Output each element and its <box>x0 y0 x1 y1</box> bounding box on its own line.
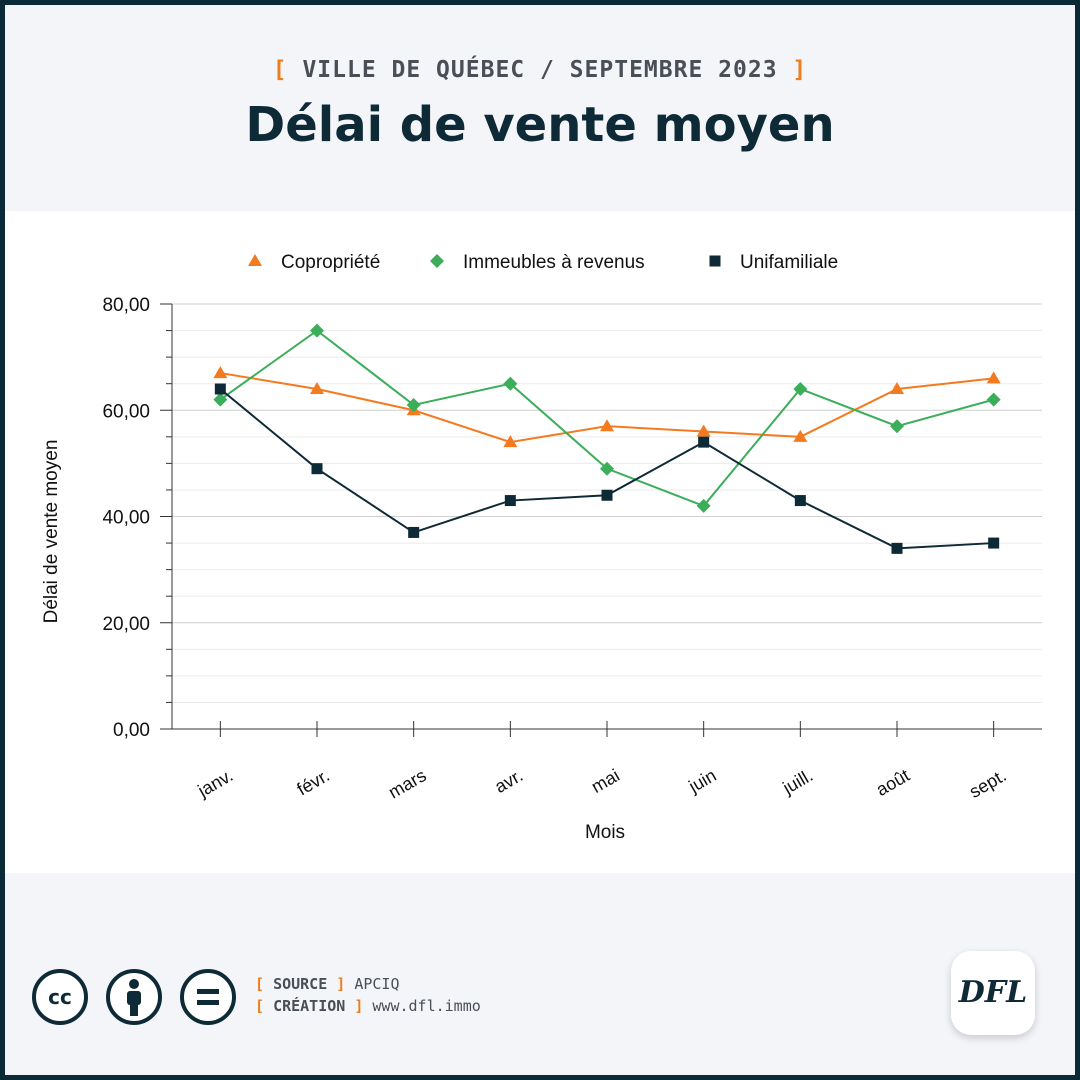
source-value: APCIQ <box>354 975 400 993</box>
creation-link[interactable]: www.dfl.immo <box>372 997 481 1015</box>
by-person-icon <box>106 969 162 1025</box>
footer: cc [ SOURCE ] APCIQ [ <box>5 873 1075 1075</box>
data-point-copropriete <box>890 382 904 394</box>
data-point-immeubles-a-revenus <box>600 461 614 476</box>
infographic-frame: [ VILLE DE QUÉBEC / SEPTEMBRE 2023 ] Dél… <box>5 5 1075 1075</box>
data-point-unifamiliale <box>601 489 613 501</box>
data-point-immeubles-a-revenus <box>503 376 518 391</box>
kicker: [ VILLE DE QUÉBEC / SEPTEMBRE 2023 ] <box>5 57 1075 83</box>
y-axis-title: Délai de vente moyen <box>41 440 62 624</box>
kicker-text: VILLE DE QUÉBEC / SEPTEMBRE 2023 <box>302 57 778 83</box>
data-point-immeubles-a-revenus <box>310 323 324 338</box>
data-point-copropriete <box>503 435 518 448</box>
x-tick-label: sept. <box>966 765 1010 802</box>
data-point-unifamiliale <box>408 526 420 538</box>
data-point-copropriete <box>600 419 614 432</box>
data-point-unifamiliale <box>311 463 323 475</box>
kicker-bracket-close: ] <box>792 57 808 83</box>
x-axis-title: Mois <box>585 822 625 843</box>
data-point-unifamiliale <box>794 495 806 507</box>
data-point-copropriete <box>986 371 1001 384</box>
creation-line: [ CRÉATION ] www.dfl.immo <box>255 995 481 1017</box>
page-title: Délai de vente moyen <box>245 97 835 153</box>
x-tick-label: févr. <box>294 765 333 799</box>
data-point-copropriete <box>696 424 711 437</box>
y-tick-label: 20,00 <box>102 614 150 635</box>
creation-bracket-open: [ <box>255 997 265 1015</box>
data-point-copropriete <box>213 366 228 379</box>
x-tick-label: juill. <box>779 765 817 798</box>
data-point-immeubles-a-revenus <box>696 498 711 513</box>
creation-bracket-close: ] <box>354 997 364 1015</box>
data-point-immeubles-a-revenus <box>213 392 228 407</box>
x-tick-label: août <box>873 765 913 800</box>
x-tick-label: janv. <box>194 765 237 801</box>
source-bracket-open: [ <box>255 975 265 993</box>
chart-panel: 0,00 20,00 40,00 60,00 80,00 janv. févr. mars av… <box>5 211 1075 873</box>
data-point-immeubles-a-revenus <box>890 419 904 434</box>
data-point-unifamiliale <box>988 537 1000 549</box>
data-point-unifamiliale <box>214 383 226 395</box>
legend-marker <box>248 254 262 266</box>
source-line: [ SOURCE ] APCIQ <box>255 973 481 995</box>
nd-equals-icon <box>180 969 236 1025</box>
data-point-unifamiliale <box>891 542 903 554</box>
source-bracket-close: ] <box>336 975 346 993</box>
data-point-immeubles-a-revenus <box>986 392 1001 407</box>
cc-icon: cc <box>32 969 88 1025</box>
y-tick-label: 40,00 <box>102 508 150 529</box>
svg-text:cc: cc <box>48 985 72 1009</box>
data-point-unifamiliale <box>504 495 516 507</box>
kicker-bracket-open: [ <box>272 57 288 83</box>
creation-label: CRÉATION <box>273 997 346 1015</box>
y-tick-label: 0,00 <box>113 720 150 741</box>
data-point-copropriete <box>310 382 324 394</box>
x-tick-label: juin <box>685 765 720 797</box>
legend-marker <box>709 255 721 267</box>
line-chart: 0,00 20,00 40,00 60,00 80,00 janv. févr. mars av… <box>41 252 1042 843</box>
dfl-logo: DFL <box>951 951 1035 1035</box>
legend-label: Copropriété <box>281 252 380 273</box>
legend-marker <box>430 254 444 268</box>
x-tick-label: avr. <box>491 765 526 797</box>
x-tick-label: mai <box>588 765 623 797</box>
source-label: SOURCE <box>273 975 328 993</box>
legend-label: Unifamiliale <box>740 252 838 273</box>
credits: [ SOURCE ] APCIQ [ CRÉATION ] www.dfl.im… <box>255 973 481 1017</box>
data-point-immeubles-a-revenus <box>793 382 808 396</box>
data-point-immeubles-a-revenus <box>406 397 421 412</box>
data-point-unifamiliale <box>698 436 710 448</box>
y-tick-label: 60,00 <box>102 401 150 422</box>
header: [ VILLE DE QUÉBEC / SEPTEMBRE 2023 ] Dél… <box>5 5 1075 211</box>
x-tick-label: mars <box>385 765 430 802</box>
data-point-copropriete <box>793 429 808 442</box>
legend-label: Immeubles à revenus <box>463 252 645 273</box>
y-tick-label: 80,00 <box>102 295 150 316</box>
